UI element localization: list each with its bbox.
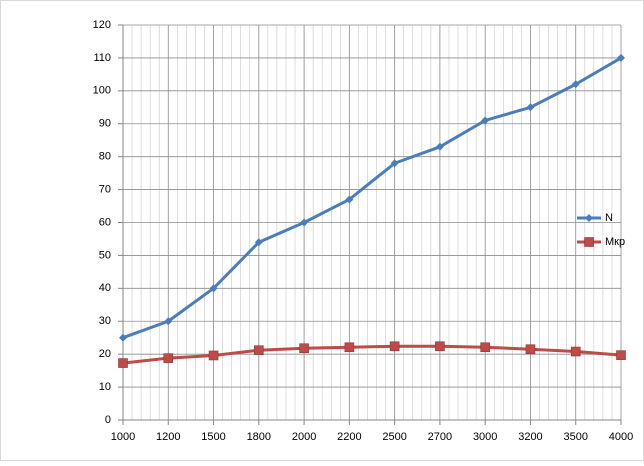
marker xyxy=(300,218,309,227)
marker xyxy=(435,341,445,352)
marker xyxy=(481,116,490,125)
marker xyxy=(390,159,399,168)
x-tick-label: 1500 xyxy=(201,431,225,443)
marker xyxy=(526,103,535,112)
legend-label: Мкр xyxy=(605,236,625,248)
marker xyxy=(525,344,536,355)
x-tick-label: 4000 xyxy=(609,431,633,443)
x-tick-label: 3200 xyxy=(518,431,542,443)
marker xyxy=(617,53,625,62)
marker xyxy=(345,195,354,204)
legend-label: N xyxy=(605,212,613,224)
marker xyxy=(480,342,490,353)
marker xyxy=(616,350,626,360)
marker xyxy=(584,237,594,247)
y-tick-label: 120 xyxy=(93,19,111,31)
marker xyxy=(585,214,593,222)
marker xyxy=(571,80,580,89)
marker xyxy=(435,142,444,151)
y-tick-label: 60 xyxy=(99,216,111,228)
series-line xyxy=(122,344,622,365)
y-tick-label: 100 xyxy=(93,85,111,97)
series-line xyxy=(122,56,622,340)
y-tick-label: 70 xyxy=(99,183,111,195)
x-tick-label: 1000 xyxy=(111,431,135,443)
marker xyxy=(209,284,218,293)
y-tick-label: 30 xyxy=(99,315,111,327)
x-tick-label: 2500 xyxy=(382,431,406,443)
y-tick-label: 0 xyxy=(105,414,111,426)
marker xyxy=(299,343,309,354)
y-tick-label: 40 xyxy=(99,282,111,294)
x-tick-label: 1200 xyxy=(156,431,180,443)
marker xyxy=(254,238,263,247)
y-tick-label: 80 xyxy=(99,151,111,163)
marker xyxy=(344,342,355,353)
x-tick-label: 2200 xyxy=(337,431,361,443)
marker xyxy=(119,333,127,342)
marker xyxy=(164,317,173,326)
x-tick-label: 2000 xyxy=(292,431,316,443)
marker xyxy=(163,353,174,363)
marker xyxy=(208,350,219,361)
marker xyxy=(254,345,264,356)
y-tick-label: 50 xyxy=(99,249,111,261)
y-tick-label: 10 xyxy=(99,381,111,393)
x-tick-label: 3500 xyxy=(563,431,587,443)
marker xyxy=(570,346,581,357)
y-tick-label: 90 xyxy=(99,118,111,130)
marker xyxy=(118,358,128,368)
x-tick-label: 2700 xyxy=(428,431,452,443)
x-tick-label: 3000 xyxy=(473,431,497,443)
y-tick-label: 20 xyxy=(99,348,111,360)
x-tick-label: 1800 xyxy=(247,431,271,443)
y-tick-label: 110 xyxy=(93,52,111,64)
marker xyxy=(389,341,400,352)
